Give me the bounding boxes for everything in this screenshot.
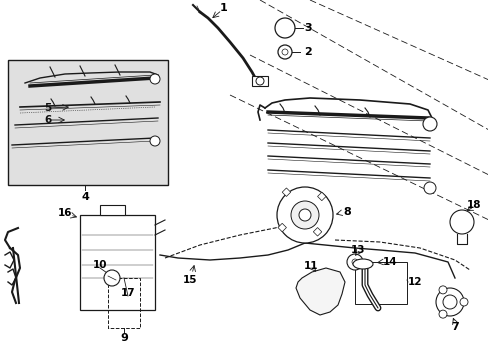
- Text: 3: 3: [304, 23, 311, 33]
- Bar: [8, 60, 168, 185]
- Circle shape: [438, 286, 446, 294]
- Text: 4: 4: [81, 192, 89, 202]
- Text: 12: 12: [407, 277, 421, 287]
- Circle shape: [276, 187, 332, 243]
- Circle shape: [150, 136, 160, 146]
- Text: 2: 2: [304, 47, 311, 57]
- Text: 9: 9: [120, 333, 128, 343]
- Circle shape: [298, 209, 310, 221]
- Bar: [277, 223, 286, 232]
- Circle shape: [256, 77, 264, 85]
- Text: 8: 8: [343, 207, 350, 217]
- Circle shape: [442, 295, 456, 309]
- Polygon shape: [295, 268, 345, 315]
- Text: 17: 17: [121, 288, 135, 298]
- Text: 13: 13: [350, 245, 365, 255]
- Circle shape: [438, 310, 446, 318]
- Text: 7: 7: [450, 322, 458, 332]
- Circle shape: [278, 45, 291, 59]
- Circle shape: [449, 210, 473, 234]
- Text: 1: 1: [220, 3, 227, 13]
- Circle shape: [346, 254, 362, 270]
- Bar: [354, 262, 406, 304]
- Text: 15: 15: [183, 275, 197, 285]
- Text: 6: 6: [44, 115, 52, 125]
- Circle shape: [274, 18, 294, 38]
- Text: 5: 5: [44, 103, 52, 113]
- Circle shape: [351, 259, 357, 265]
- Text: 16: 16: [58, 208, 72, 218]
- Bar: [282, 188, 290, 197]
- Text: 11: 11: [303, 261, 318, 271]
- Bar: [100, 205, 125, 215]
- Circle shape: [104, 270, 120, 286]
- Circle shape: [282, 49, 287, 55]
- Bar: [251, 76, 267, 86]
- Ellipse shape: [352, 259, 372, 269]
- Circle shape: [150, 74, 160, 84]
- Text: 14: 14: [382, 257, 397, 267]
- Circle shape: [459, 298, 467, 306]
- Text: 10: 10: [93, 260, 107, 270]
- Bar: [317, 192, 325, 201]
- Circle shape: [422, 117, 436, 131]
- Circle shape: [423, 182, 435, 194]
- Bar: [313, 228, 321, 236]
- Circle shape: [290, 201, 318, 229]
- Bar: [80, 215, 155, 310]
- Circle shape: [435, 288, 463, 316]
- Bar: [108, 278, 140, 328]
- Text: 18: 18: [466, 200, 480, 210]
